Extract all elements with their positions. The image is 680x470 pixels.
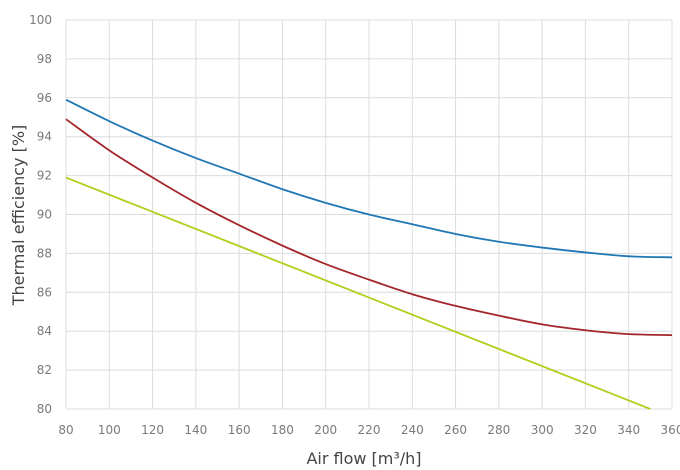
- y-tick-label: 86: [37, 285, 52, 299]
- y-tick-label: 92: [37, 169, 52, 183]
- series-line-2: [65, 118, 673, 336]
- x-tick-label: 100: [98, 423, 121, 437]
- series-lines: [65, 98, 673, 410]
- x-tick-label: 200: [314, 423, 337, 437]
- y-tick-label: 96: [37, 91, 52, 105]
- y-tick-label: 90: [37, 208, 52, 222]
- y-tick-label: 88: [37, 246, 52, 260]
- series-line-3: [65, 176, 651, 410]
- x-tick-label: 240: [401, 423, 424, 437]
- x-axis-ticks: 80 100 120 140 160 180 200 220 240 260 280 300 320 34…: [58, 423, 680, 437]
- x-axis-title: Air flow [m³/h]: [306, 449, 421, 468]
- y-tick-label: 98: [37, 52, 52, 66]
- series-line-1: [65, 98, 673, 259]
- y-tick-label: 80: [37, 402, 52, 416]
- y-axis-ticks: 80 82 84 86 88 90 92 94 96 98 100: [29, 13, 52, 416]
- x-tick-label: 260: [444, 423, 467, 437]
- x-tick-label: 280: [487, 423, 510, 437]
- x-tick-label: 220: [358, 423, 381, 437]
- y-tick-label: 100: [29, 13, 52, 27]
- x-tick-label: 300: [531, 423, 554, 437]
- x-tick-label: 120: [141, 423, 164, 437]
- x-tick-label: 80: [58, 423, 73, 437]
- x-tick-label: 180: [271, 423, 294, 437]
- x-tick-label: 360: [661, 423, 680, 437]
- x-tick-label: 340: [617, 423, 640, 437]
- grid: [65, 19, 673, 410]
- y-axis-title: Thermal efficiency [%]: [9, 125, 28, 307]
- y-tick-label: 84: [37, 324, 52, 338]
- y-tick-label: 94: [37, 130, 52, 144]
- x-tick-label: 140: [184, 423, 207, 437]
- x-tick-label: 160: [228, 423, 251, 437]
- y-tick-label: 82: [37, 363, 52, 377]
- x-tick-label: 320: [574, 423, 597, 437]
